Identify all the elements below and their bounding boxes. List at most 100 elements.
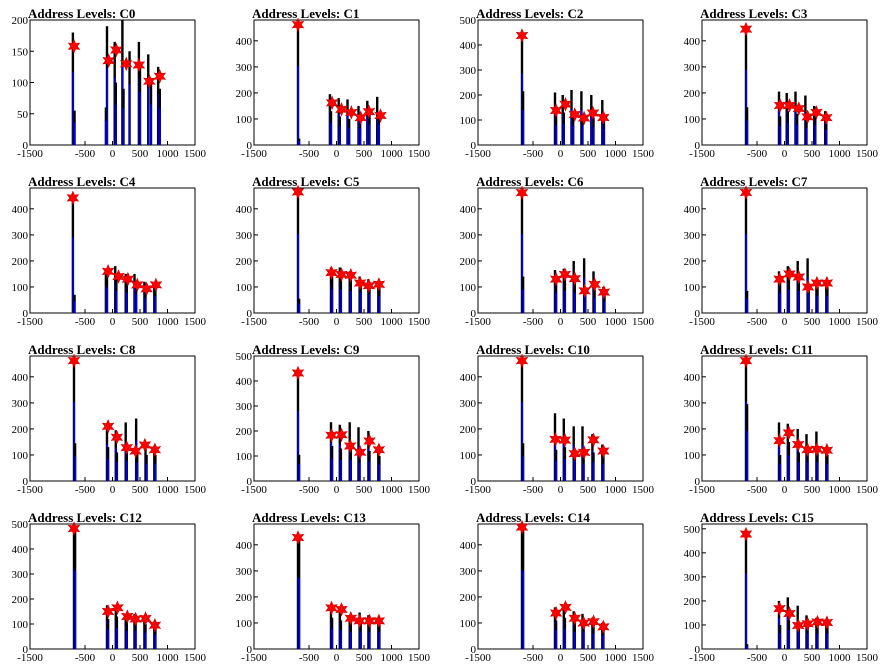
histogram-bar-fill <box>340 459 342 481</box>
plot-frame <box>29 187 196 314</box>
histogram-bar-fill <box>581 125 584 145</box>
histogram-bar-fill <box>779 633 782 649</box>
histogram-bar-fill <box>572 125 575 145</box>
chart-plot: 0 100 200 300 400 -1500 -500 0 500 1000 1500 <box>460 185 655 328</box>
histogram-bar-fill <box>522 571 525 649</box>
peak-marker <box>101 264 115 279</box>
peak-marker <box>325 428 338 443</box>
y-tick-label: 300 <box>236 566 253 578</box>
histogram-bar-fill <box>808 294 810 313</box>
chart-plot: 0 100 200 300 400 500 -1500 -500 0 500 1000 1500 <box>684 523 879 664</box>
x-tick-label: 500 <box>356 316 373 328</box>
x-tick-label: 1000 <box>157 316 180 328</box>
peak-marker <box>739 526 753 542</box>
y-tick-label: 100 <box>460 618 477 630</box>
histogram-bar-fill <box>555 292 558 313</box>
histogram-bar-fill <box>359 128 362 145</box>
peak-marker <box>773 271 786 287</box>
peak-marker <box>132 57 146 73</box>
histogram-bar-fill <box>746 645 749 649</box>
plot-frame <box>701 355 868 482</box>
y-tick-label: 0 <box>247 476 253 488</box>
chart-panel: Address Levels: C8 0 100 200 300 400 -1500 -500… <box>0 336 224 504</box>
histogram-bar-fill <box>360 292 362 313</box>
peak-marker <box>739 21 753 37</box>
plot-frame <box>701 523 868 650</box>
y-tick-label: 400 <box>236 540 253 552</box>
y-tick-label: 50 <box>17 109 29 121</box>
y-tick-label: 300 <box>460 230 477 242</box>
y-tick-label: 0 <box>695 644 701 656</box>
histogram-bar-fill <box>368 461 371 481</box>
y-tick-label: 400 <box>12 544 29 556</box>
histogram-bar-fill <box>157 94 160 145</box>
plot-frame <box>477 355 644 482</box>
y-tick-label: 200 <box>684 256 701 268</box>
histogram-bar-fill <box>135 294 138 313</box>
y-tick-label: 200 <box>460 592 477 604</box>
histogram-bar-fill <box>574 460 576 481</box>
histogram-bar-fill <box>779 292 782 313</box>
peak-marker <box>335 102 348 117</box>
x-tick-label: 1500 <box>408 148 431 160</box>
x-tick-label: 1000 <box>829 484 852 496</box>
y-tick-label: 300 <box>460 398 477 410</box>
peak-marker <box>810 275 824 291</box>
x-tick-label: 1500 <box>184 652 207 664</box>
histogram-bar-fill <box>826 633 829 649</box>
histogram-bar-fill <box>522 289 525 313</box>
x-tick-label: 500 <box>356 484 373 496</box>
peak-marker <box>362 104 376 119</box>
x-tick-label: 0 <box>782 484 788 496</box>
histogram-bar-fill <box>115 104 117 145</box>
peak-marker <box>586 105 600 121</box>
histogram-bar-fill <box>807 462 809 481</box>
peak-marker <box>597 110 610 125</box>
histogram-bar-fill <box>298 140 301 145</box>
y-tick-label: 200 <box>684 596 701 608</box>
y-tick-label: 0 <box>23 644 29 656</box>
histogram-bar-fill <box>126 631 128 649</box>
x-tick-label: 1000 <box>381 484 404 496</box>
histogram-bar-fill <box>816 633 819 649</box>
plot-frame <box>477 523 644 650</box>
histogram-bar-fill <box>298 463 301 481</box>
peak-marker <box>110 42 123 58</box>
y-tick-label: 100 <box>12 282 29 294</box>
peak-marker <box>810 105 823 120</box>
peak-marker <box>820 615 834 630</box>
x-tick-label: 500 <box>580 652 597 664</box>
x-tick-label: 0 <box>110 484 116 496</box>
y-tick-label: 0 <box>471 644 477 656</box>
x-tick-label: 1000 <box>605 484 628 496</box>
peak-marker <box>363 613 376 629</box>
histogram-bar-fill <box>136 462 139 481</box>
histogram-bar-fill <box>128 84 131 145</box>
histogram-bar-fill <box>522 110 525 145</box>
histogram-bar-fill <box>745 234 747 313</box>
y-tick-label: 100 <box>460 450 477 462</box>
y-tick-label: 0 <box>23 476 29 488</box>
y-tick-label: 300 <box>12 569 29 581</box>
peak-marker <box>810 441 824 457</box>
chart-panel: Address Levels: C4 0 100 200 300 400 -1500 -500… <box>0 168 224 336</box>
histogram-bar-fill <box>297 234 299 313</box>
y-tick-label: 100 <box>236 618 253 630</box>
peak-marker <box>291 530 305 545</box>
x-tick-label: 500 <box>132 148 149 160</box>
histogram-bar-fill <box>378 464 381 481</box>
y-tick-label: 100 <box>460 282 477 294</box>
histogram-bar-fill <box>360 632 362 649</box>
histogram-bar-fill <box>73 301 76 313</box>
x-tick-label: -500 <box>75 148 96 160</box>
histogram-bar-fill <box>746 298 749 313</box>
peak-marker <box>148 442 162 458</box>
y-tick-label: 200 <box>460 424 477 436</box>
x-tick-label: 1000 <box>829 148 852 160</box>
histogram-bar-fill <box>794 110 797 145</box>
histogram-bar-fill <box>816 296 819 313</box>
peak-marker <box>783 266 796 282</box>
x-tick-label: 500 <box>356 652 373 664</box>
peak-marker <box>121 609 134 624</box>
